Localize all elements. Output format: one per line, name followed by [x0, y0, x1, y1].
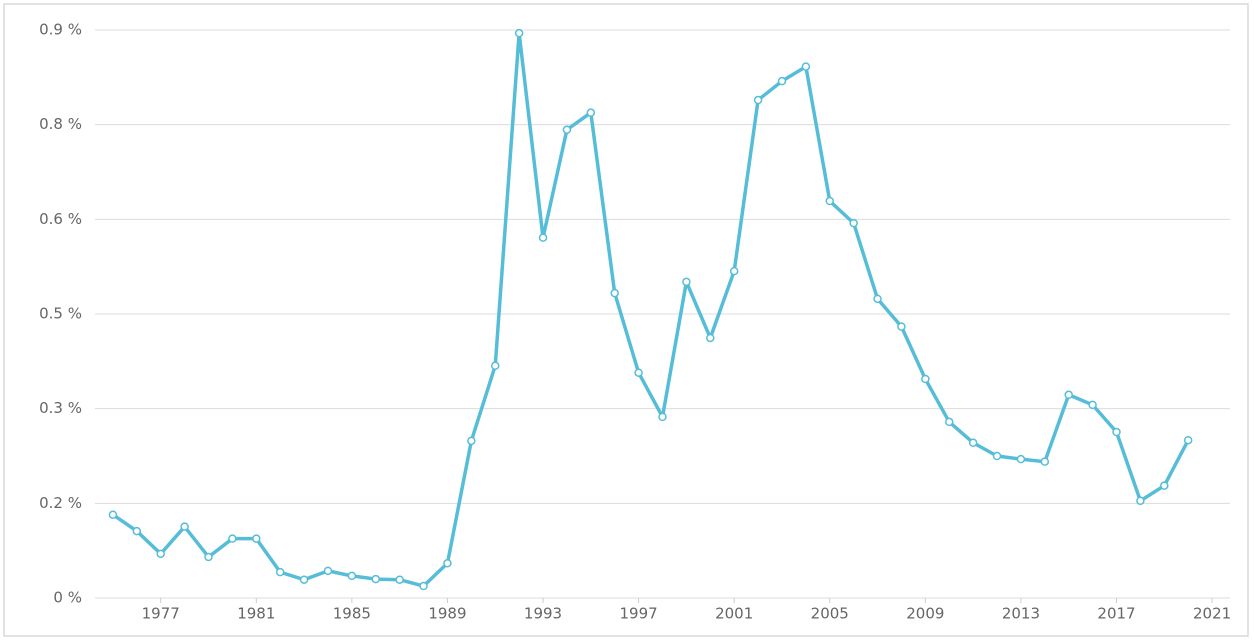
y-tick-label: 0.3 %: [39, 399, 82, 417]
data-point: [729, 266, 739, 276]
x-tick-label: 1981: [237, 605, 275, 623]
data-point: [323, 566, 333, 576]
data-point: [419, 581, 428, 591]
data-point: [299, 575, 309, 584]
data-point: [682, 277, 691, 287]
data-point: [180, 522, 189, 531]
data-point: [395, 575, 404, 584]
x-tick-label: 1977: [142, 605, 180, 623]
data-point: [252, 534, 261, 543]
data-point: [634, 368, 643, 377]
data-point: [944, 417, 954, 427]
data-point: [849, 218, 858, 228]
data-point: [156, 549, 165, 559]
data-point: [777, 76, 787, 86]
data-point: [1040, 457, 1050, 466]
y-tick-label: 0.2 %: [39, 494, 82, 512]
x-tick-label: 1997: [620, 605, 658, 623]
data-point: [825, 196, 835, 206]
data-point: [753, 95, 763, 105]
data-point: [1183, 435, 1193, 445]
data-point: [1160, 481, 1169, 490]
data-point: [467, 436, 476, 446]
data-point: [968, 438, 978, 447]
data-point: [538, 233, 548, 242]
data-point: [1112, 427, 1121, 437]
x-tick-label: 2021: [1193, 605, 1231, 623]
x-tick-label: 2017: [1097, 605, 1135, 623]
y-tick-label: 0.8 %: [39, 115, 82, 133]
data-point: [658, 412, 667, 422]
data-point: [992, 451, 1002, 461]
chart-frame: [3, 3, 1249, 637]
x-tick-label: 1993: [524, 605, 562, 623]
data-point: [1136, 496, 1145, 506]
data-point: [275, 567, 285, 577]
x-tick-label: 1985: [333, 605, 371, 623]
data-point: [610, 288, 619, 298]
data-point: [706, 333, 715, 343]
data-point: [132, 526, 142, 536]
y-tick-label: 0.5 %: [39, 305, 82, 323]
data-line: [111, 31, 1190, 588]
data-point: [1064, 390, 1073, 400]
data-point: [514, 28, 524, 38]
data-point: [873, 294, 882, 304]
data-point: [371, 574, 381, 584]
data-point: [490, 361, 500, 371]
x-tick-label: 1989: [428, 605, 466, 623]
data-point: [347, 571, 357, 581]
x-tick-label: 2013: [1002, 605, 1040, 623]
x-tick-label: 2009: [906, 605, 944, 623]
data-point: [228, 534, 237, 543]
x-tick-label: 2001: [715, 605, 753, 623]
data-point: [204, 552, 213, 562]
data-point: [1016, 454, 1026, 464]
y-tick-label: 0.9 %: [39, 21, 82, 39]
y-tick-label: 0.6 %: [39, 210, 82, 228]
y-tick-label: 0 %: [53, 589, 82, 607]
data-point: [443, 559, 452, 568]
x-tick-label: 2005: [811, 605, 849, 623]
data-point: [586, 108, 596, 117]
data-point: [921, 374, 930, 384]
data-point: [108, 510, 118, 519]
data-point: [562, 125, 572, 134]
data-point: [1088, 400, 1097, 410]
data-point: [897, 322, 906, 331]
data-point: [801, 62, 811, 71]
